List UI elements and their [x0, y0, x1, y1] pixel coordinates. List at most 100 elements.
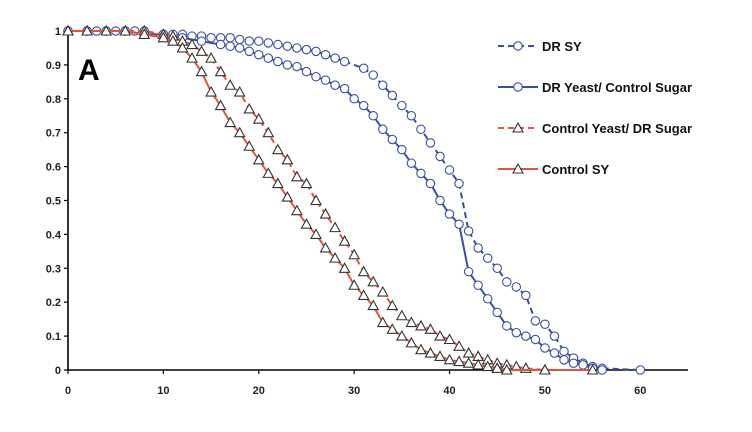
- data-point: [521, 331, 531, 341]
- data-point: [224, 116, 237, 128]
- data-point: [338, 262, 351, 273]
- data-point: [234, 43, 245, 53]
- y-tick-label: 0.1: [46, 331, 61, 343]
- data-point: [367, 275, 380, 287]
- data-point: [262, 167, 275, 178]
- data-point: [463, 266, 474, 277]
- data-point: [119, 24, 132, 36]
- x-tick-label: 50: [539, 385, 551, 397]
- data-point: [462, 346, 475, 358]
- data-point: [225, 33, 235, 43]
- data-point: [254, 36, 264, 46]
- series-line: [68, 30, 545, 371]
- data-point: [387, 134, 398, 145]
- data-point: [233, 126, 246, 138]
- y-tick-label: 0.7: [46, 128, 61, 140]
- data-point: [290, 170, 303, 182]
- data-point: [254, 49, 264, 60]
- data-point: [453, 340, 466, 351]
- data-point: [549, 331, 560, 341]
- data-point: [368, 111, 378, 121]
- data-point: [472, 358, 485, 370]
- x-tick-label: 20: [253, 385, 265, 397]
- legend-marker: [513, 41, 523, 51]
- data-point: [397, 144, 407, 155]
- panel-label: A: [78, 54, 100, 87]
- data-point: [300, 218, 313, 229]
- x-tick-label: 0: [65, 385, 71, 397]
- legend-label: DR Yeast/ Control Sugar: [542, 80, 692, 95]
- data-point: [559, 355, 569, 365]
- data-point: [252, 153, 265, 165]
- data-point: [405, 316, 418, 328]
- data-point: [586, 363, 599, 375]
- data-point: [454, 178, 464, 189]
- data-point: [491, 362, 504, 373]
- data-point: [376, 316, 389, 328]
- data-point: [540, 343, 550, 353]
- data-point: [166, 35, 179, 46]
- data-point: [462, 357, 475, 368]
- data-point: [378, 80, 388, 90]
- data-point: [443, 333, 456, 345]
- data-point: [263, 53, 274, 63]
- data-point: [444, 209, 455, 219]
- data-point: [397, 100, 407, 111]
- data-point: [348, 248, 361, 260]
- data-point: [206, 33, 216, 43]
- y-tick-label: 1: [55, 26, 61, 38]
- data-point: [290, 204, 303, 216]
- y-tick-label: 0.8: [46, 94, 61, 106]
- data-point: [319, 241, 332, 253]
- data-point: [205, 51, 218, 63]
- data-point: [357, 265, 370, 277]
- legend-label: Control Yeast/ DR Sugar: [542, 121, 692, 136]
- series-0: [63, 26, 646, 375]
- data-point: [424, 346, 437, 358]
- data-point: [273, 39, 283, 50]
- y-tick-label: 0.6: [46, 162, 61, 174]
- data-point: [473, 280, 483, 290]
- data-point: [233, 85, 246, 97]
- data-point: [367, 299, 380, 311]
- data-point: [282, 60, 293, 70]
- data-point: [310, 228, 322, 239]
- data-point: [378, 124, 388, 135]
- y-tick-label: 0.4: [46, 229, 62, 241]
- y-tick-label: 0.3: [46, 263, 61, 275]
- data-point: [416, 124, 426, 135]
- data-point: [425, 138, 436, 148]
- data-point: [301, 66, 312, 77]
- data-point: [386, 299, 399, 311]
- data-point: [224, 79, 237, 90]
- data-point: [329, 251, 342, 263]
- data-point: [263, 38, 274, 48]
- x-tick-label: 40: [443, 385, 455, 397]
- data-point: [502, 321, 512, 331]
- data-point: [348, 279, 361, 290]
- x-tick-label: 60: [634, 385, 646, 397]
- data-point: [578, 360, 588, 370]
- data-point: [416, 168, 426, 179]
- legend-label: DR SY: [542, 39, 582, 54]
- data-point: [482, 253, 493, 263]
- legend-marker: [512, 121, 524, 133]
- data-point: [243, 140, 256, 151]
- data-point: [492, 307, 502, 318]
- data-point: [311, 72, 321, 82]
- data-point: [368, 70, 378, 80]
- axes-layer: 00.10.20.30.40.50.60.70.80.910 10 20 30 40 50…: [46, 26, 688, 397]
- data-point: [463, 226, 474, 236]
- data-point: [300, 177, 313, 189]
- data-point: [395, 329, 408, 341]
- data-point: [358, 63, 369, 74]
- data-point: [100, 24, 113, 36]
- data-point: [387, 90, 398, 101]
- data-point: [339, 56, 350, 67]
- series-layer: [62, 24, 646, 375]
- x-tick-label: 10: [157, 385, 169, 397]
- legend-marker: [512, 162, 524, 174]
- data-point: [301, 44, 312, 55]
- data-point: [271, 177, 284, 189]
